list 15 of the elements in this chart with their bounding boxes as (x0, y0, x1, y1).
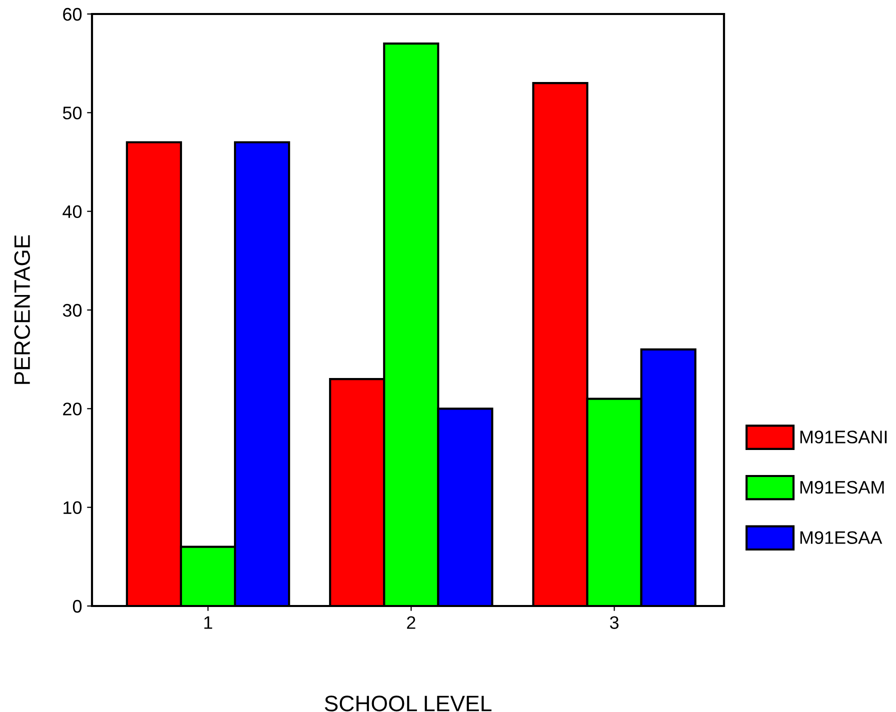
x-axis-title: SCHOOL LEVEL (324, 696, 492, 712)
x-tick-label: 2 (407, 616, 416, 629)
x-tick-label: 3 (610, 616, 619, 629)
y-tick-label: 0 (72, 600, 82, 613)
y-tick-label: 60 (63, 8, 82, 21)
legend-label: M91ESAA (800, 531, 882, 544)
y-tick-label: 40 (62, 205, 82, 218)
legend-label: M91ESANI (800, 430, 887, 444)
x-tick-label: 1 (204, 616, 212, 629)
y-tick-label: 50 (62, 106, 82, 120)
y-tick-label: 20 (63, 402, 82, 416)
y-axis-title: PERCENTAGE (14, 235, 30, 384)
legend-label: M91ESAM (800, 480, 884, 494)
y-tick-label: 30 (62, 304, 82, 317)
y-tick-label: 10 (64, 501, 82, 514)
